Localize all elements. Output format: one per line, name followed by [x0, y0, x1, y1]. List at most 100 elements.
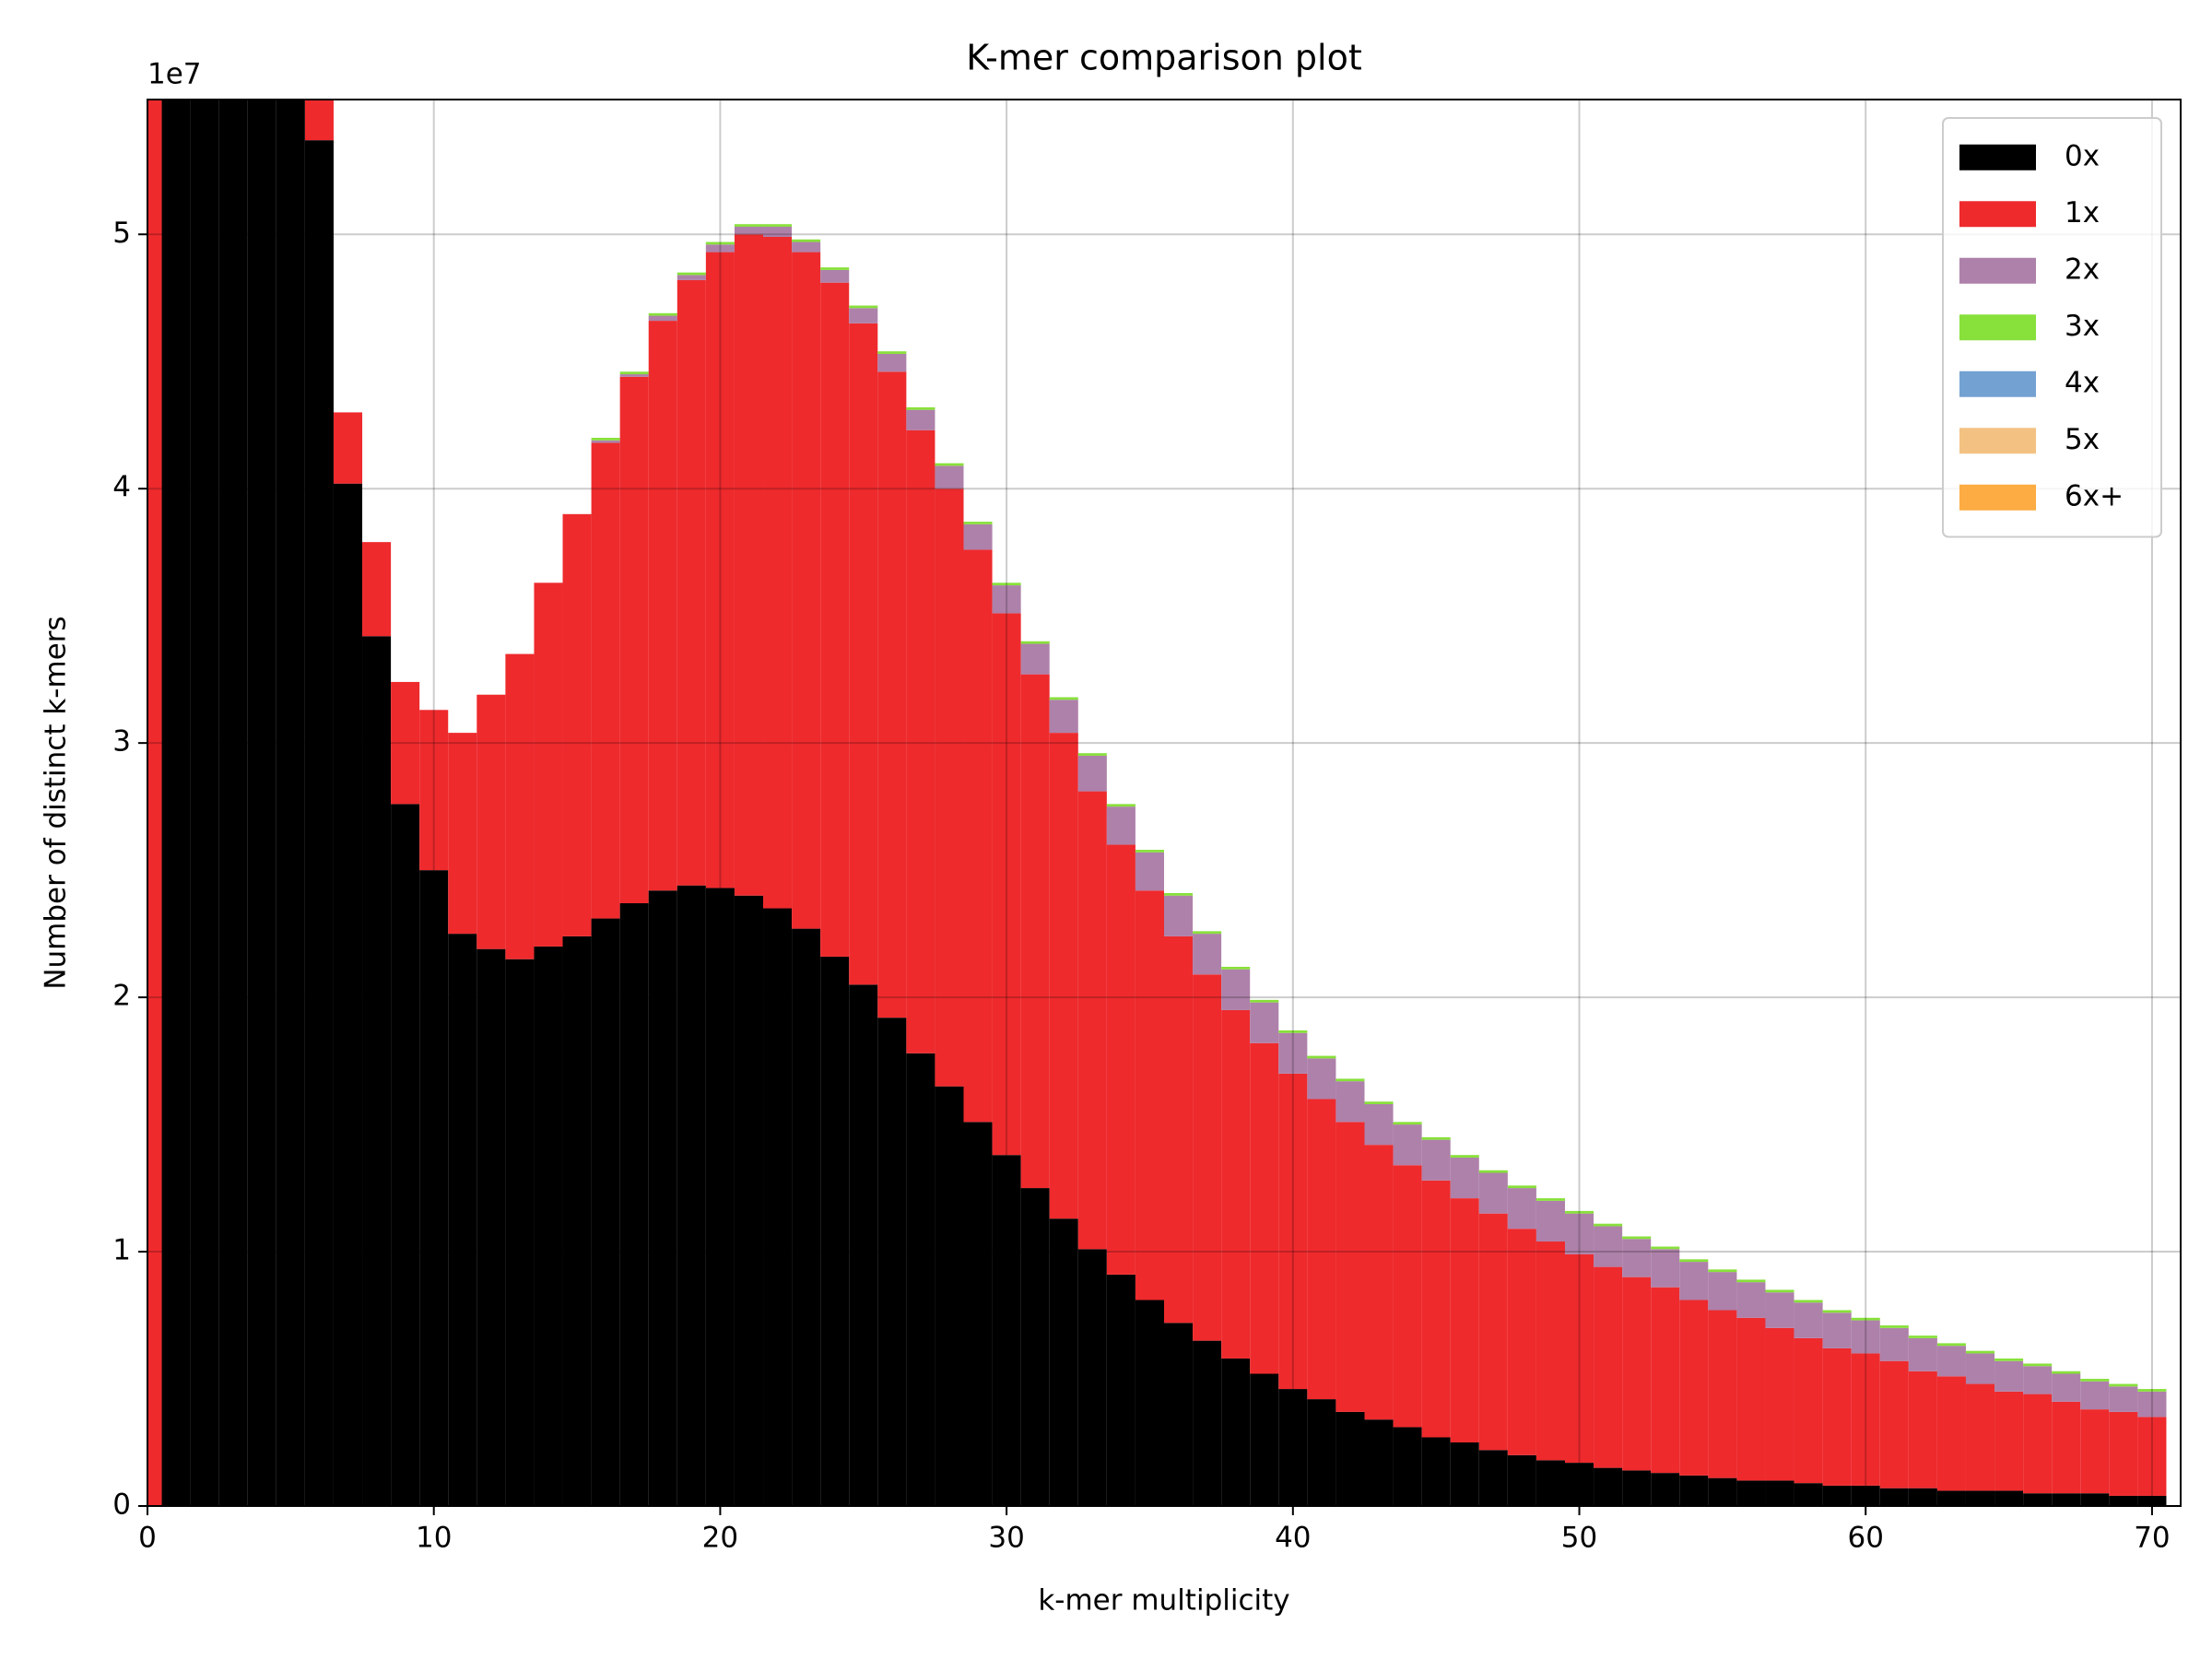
bar-segment [1594, 1226, 1623, 1267]
bar-segment [1250, 1373, 1279, 1506]
x-tick-label: 30 [988, 1522, 1024, 1555]
bar-segment [2109, 1383, 2138, 1387]
chart-title: K-mer comparison plot [966, 38, 1362, 78]
bar-segment [1736, 1282, 1766, 1318]
bar-segment [1049, 733, 1078, 1219]
bar-segment [419, 710, 449, 871]
bar-segment [792, 241, 821, 253]
bar-segment [1794, 1483, 1823, 1506]
bar-segment [1335, 1122, 1365, 1412]
bar-segment [591, 918, 620, 1506]
bar-segment [591, 438, 620, 441]
x-tick-label: 0 [138, 1522, 157, 1555]
bar-segment [792, 239, 821, 242]
bar-segment [1765, 1292, 1794, 1328]
bar-segment [1594, 1223, 1623, 1227]
bar-segment [734, 224, 764, 227]
bar-segment [1478, 1172, 1508, 1214]
bar-segment [1193, 934, 1222, 975]
bar-segment [963, 549, 993, 1123]
bar-segment [906, 406, 935, 410]
bar-segment [1851, 1320, 1880, 1354]
bar-segment [1651, 1249, 1680, 1288]
bar-segment [1822, 1347, 1852, 1486]
bar-segment [619, 371, 649, 375]
bar-segment [1393, 1165, 1422, 1428]
bar-segment [1193, 1340, 1222, 1506]
bar-segment [992, 1155, 1021, 1506]
bar-segment [2080, 1381, 2110, 1410]
bar-segment [448, 733, 477, 935]
x-axis-label: k-mer multiplicity [1038, 1584, 1289, 1618]
bar-segment [1020, 674, 1050, 1189]
bar-segment [1164, 895, 1194, 936]
bar-segment [1106, 806, 1135, 845]
bar-segment [1307, 1055, 1336, 1059]
y-tick-label: 5 [112, 217, 131, 250]
legend-swatch [1959, 428, 2036, 454]
legend-swatch [1959, 314, 2036, 341]
bar-segment [1393, 1427, 1422, 1506]
bar-segment [705, 244, 735, 253]
bar-segment [1478, 1450, 1508, 1506]
bar-segment [419, 870, 449, 1506]
bar-segment [877, 1018, 907, 1506]
bar-segment [1364, 1145, 1394, 1420]
x-tick-label: 60 [1847, 1522, 1883, 1555]
y-tick-label: 3 [112, 725, 131, 759]
x-tick-label: 10 [416, 1522, 452, 1555]
bar-segment [1994, 1490, 2024, 1506]
bar-segment [2052, 1371, 2081, 1374]
bar-segment [1507, 1454, 1536, 1506]
bar-segment [677, 272, 706, 276]
legend-swatch [1959, 201, 2036, 228]
bar-segment [648, 312, 677, 316]
bar-segment [1421, 1437, 1451, 1506]
bar-segment [1278, 1032, 1308, 1074]
bar-segment [2023, 1493, 2053, 1506]
bar-segment [1077, 753, 1107, 756]
bar-segment [1708, 1310, 1737, 1478]
bar-segment [1535, 1198, 1565, 1201]
y-tick-label: 4 [112, 471, 131, 504]
bar-segment [619, 903, 649, 1506]
bar-segment [591, 440, 620, 443]
bar-segment [1879, 1325, 1909, 1328]
bar-segment [1335, 1081, 1365, 1123]
bar-segment [1450, 1198, 1479, 1443]
axes: 0 10 20 30 40 50 60 70 0 1 2 3 4 5 [112, 217, 2170, 1555]
bar-segment [1564, 1213, 1594, 1254]
bar-segment [2023, 1366, 2053, 1394]
bar-segment [1908, 1371, 1937, 1488]
bar-segment [1478, 1213, 1508, 1451]
bar-segment [1679, 1262, 1709, 1300]
bar-segment [1077, 755, 1107, 792]
bar-segment [849, 305, 878, 309]
bar-segment [1651, 1287, 1680, 1474]
legend-swatch [1959, 144, 2036, 171]
bar-segment [992, 582, 1021, 586]
bar-segment [877, 371, 907, 1018]
bar-segment [1106, 804, 1135, 807]
bar-segment [1020, 1188, 1050, 1506]
x-tick-label: 20 [702, 1522, 738, 1555]
bar-segment [1879, 1360, 1909, 1488]
bar-segment [362, 542, 392, 637]
y-offset-label: 1e7 [147, 58, 202, 91]
bar-segment [2137, 1495, 2167, 1506]
bar-segment [1164, 1323, 1194, 1506]
bar-segment [992, 613, 1021, 1156]
plot-frame [147, 99, 2182, 1507]
bar-segment [906, 1053, 935, 1506]
bar-segment [1994, 1358, 2024, 1361]
bar-segment [1822, 1312, 1852, 1348]
bar-segment [935, 463, 964, 466]
legend-label: 6x+ [2065, 479, 2124, 512]
bar-segment [1507, 1185, 1536, 1189]
bar-segment [1393, 1124, 1422, 1166]
y-tick-label: 2 [112, 980, 131, 1013]
bar-segment [1421, 1139, 1451, 1181]
bar-segment [1622, 1236, 1652, 1240]
bar-segment [1564, 1463, 1594, 1506]
bar-segment [1135, 890, 1164, 1300]
